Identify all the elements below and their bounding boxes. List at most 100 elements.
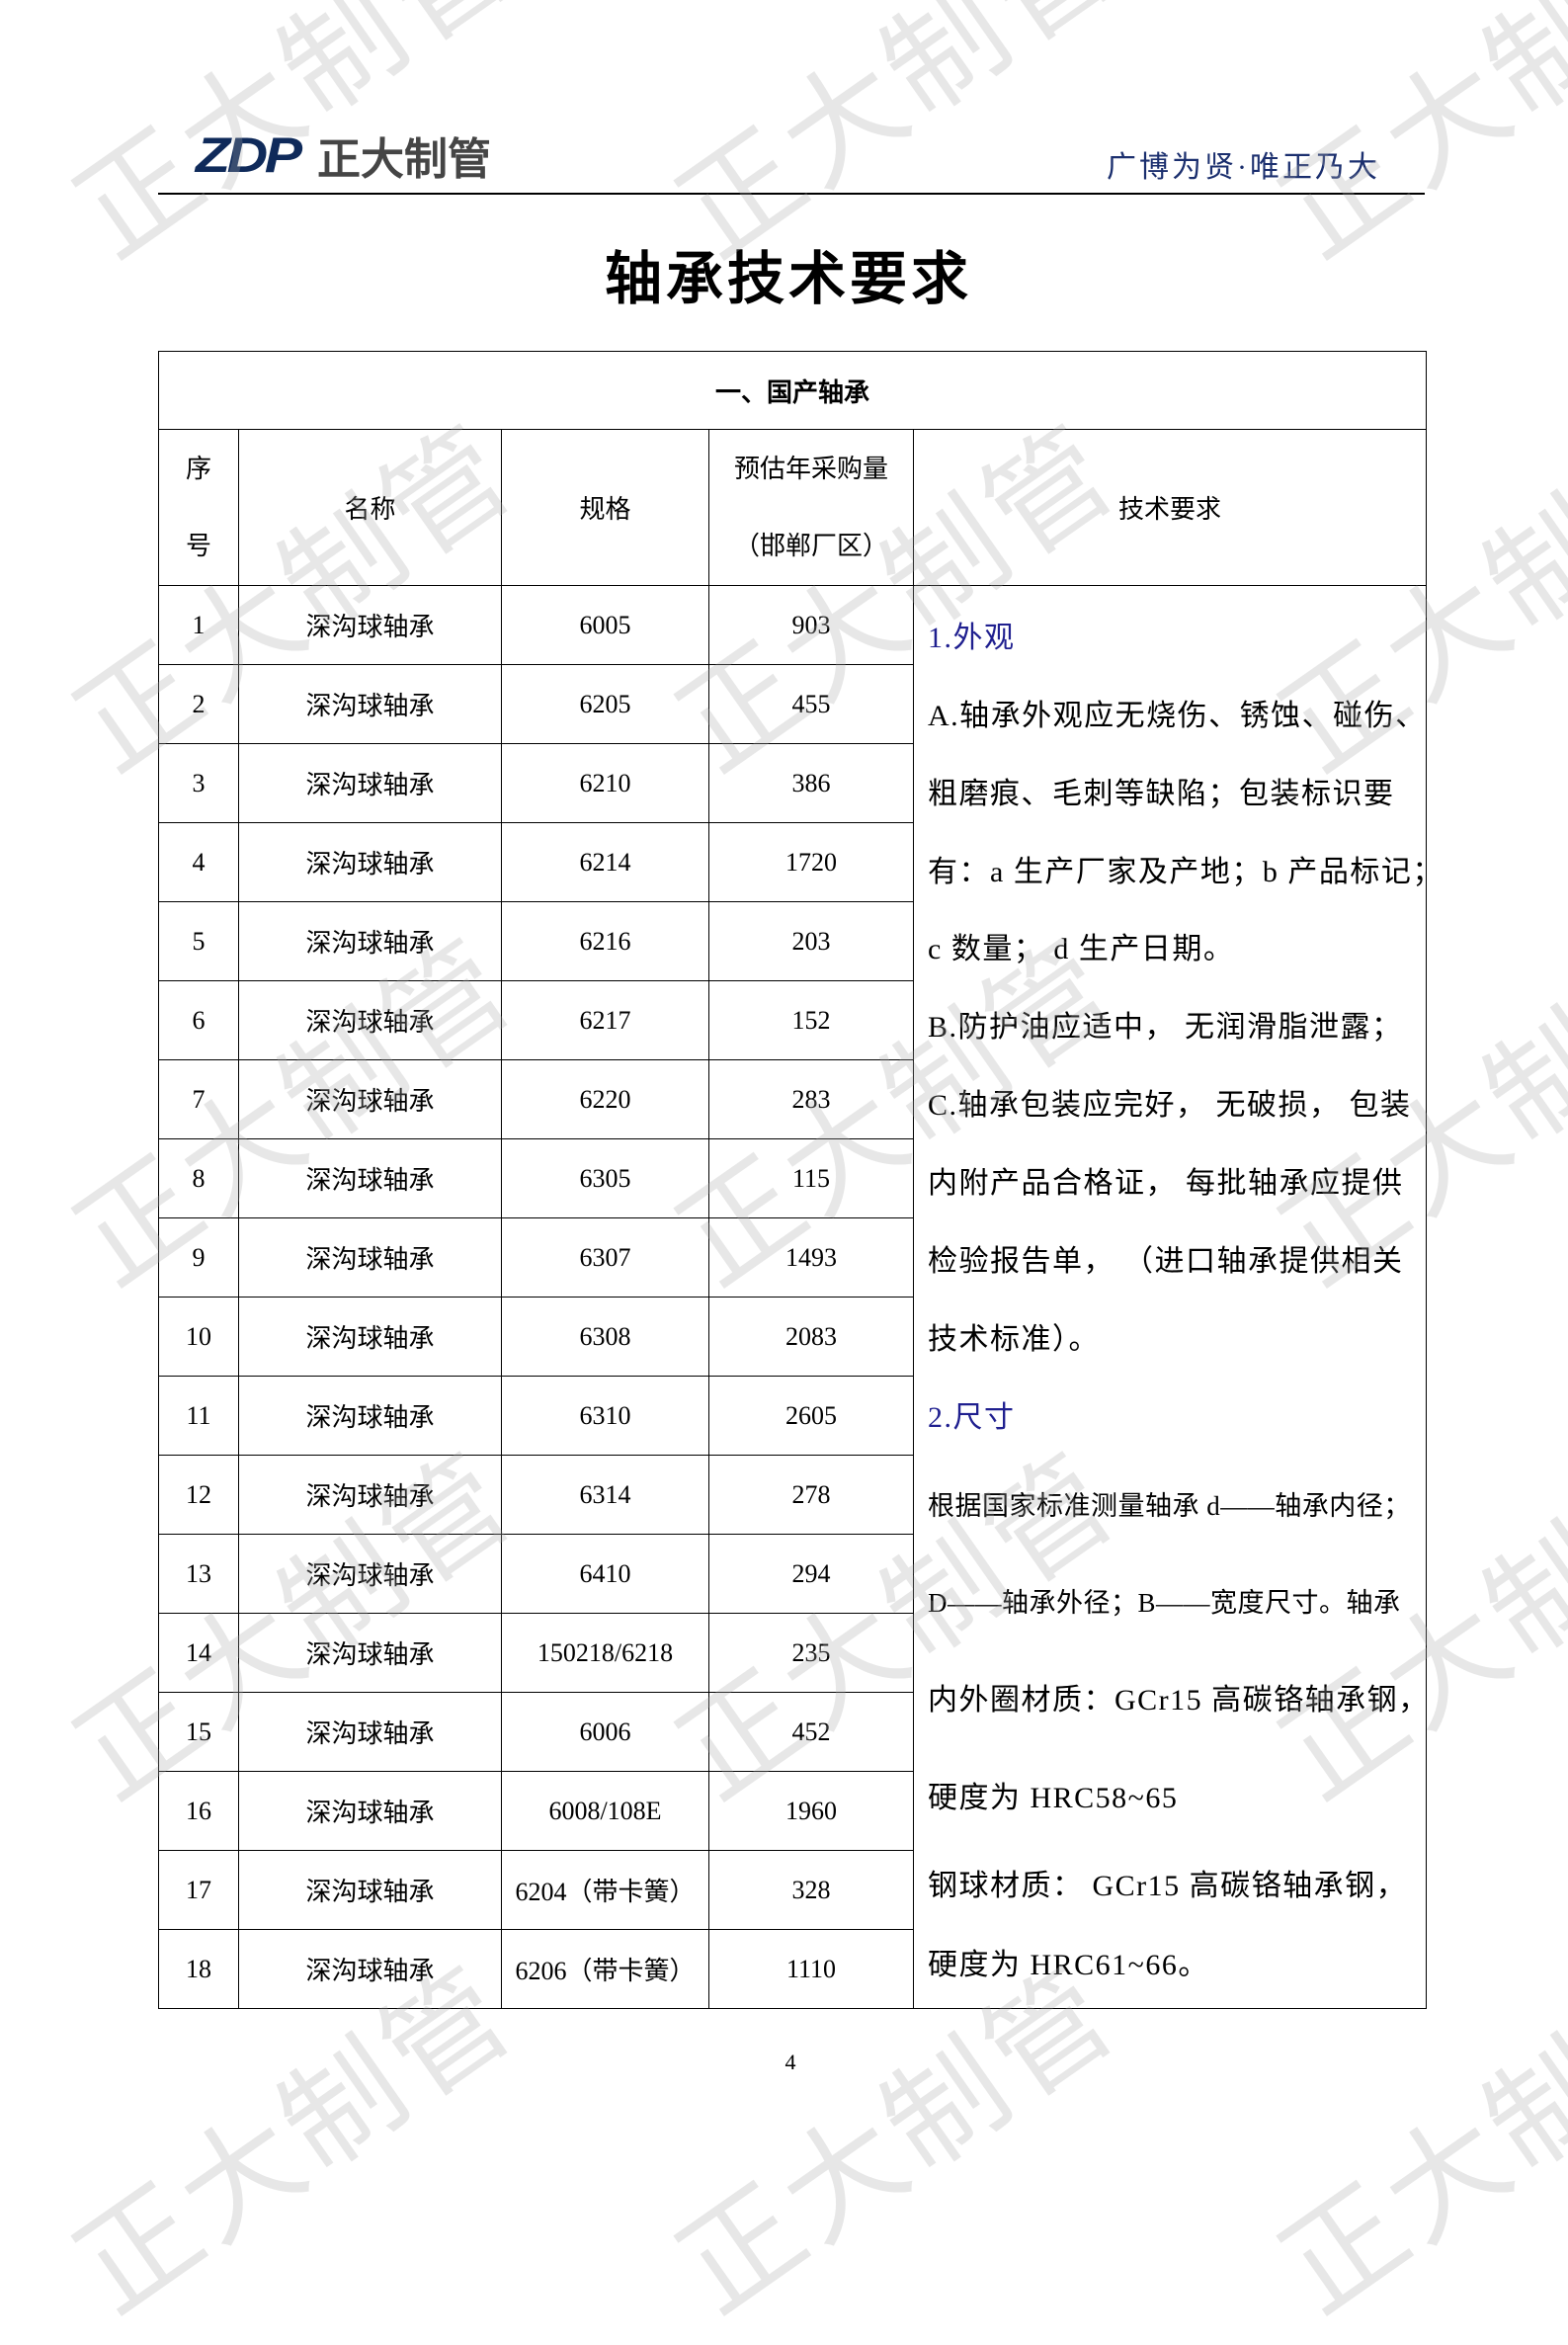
requirement-line: B.防护油应适中， 无润滑脂泄露； <box>928 1011 1403 1044</box>
table-row: 6 深沟球轴承 6217 152 <box>158 980 1427 1060</box>
cell-spec: 6006 <box>501 1692 709 1772</box>
header-divider <box>158 193 1425 195</box>
slogan: 广博为贤·唯正乃大 <box>1107 151 1380 184</box>
col-requirements: 技术要求 <box>912 429 1428 586</box>
table-row: 12 深沟球轴承 6314 278 <box>158 1455 1427 1535</box>
table-row: 10 深沟球轴承 6308 2083 <box>158 1297 1427 1377</box>
requirement-heading: 1.外观 <box>928 622 1016 654</box>
logo-mark: ZDP <box>196 127 302 183</box>
requirement-line: 粗磨痕、毛刺等缺陷；包装标识要 <box>928 778 1395 810</box>
cell-spec: 6005 <box>501 585 709 665</box>
table-row: 1 深沟球轴承 6005 903 1.外观 A.轴承外观应无烧伤、锈蚀、碰伤、 粗磨痕、毛刺… <box>158 585 1442 2009</box>
cell-qty: 455 <box>708 664 914 744</box>
cell-spec: 6008/108E <box>501 1771 709 1851</box>
table-row: 18 深沟球轴承 6206（带卡簧） 1110 <box>158 1929 1427 2009</box>
cell-no: 3 <box>158 743 239 823</box>
requirement-line: 硬度为 HRC58~65 <box>928 1782 1179 1814</box>
bearing-table: 一、国产轴承 序号 名称 规格 预估年采购量 （邯郸厂区） 技术要求 1 深沟球轴承… <box>157 351 1442 2009</box>
cell-no: 11 <box>158 1376 239 1456</box>
table-row: 3 深沟球轴承 6210 386 <box>158 743 1427 823</box>
cell-spec: 6220 <box>501 1059 709 1139</box>
cell-name: 深沟球轴承 <box>238 1929 502 2009</box>
cell-qty: 283 <box>708 1059 914 1139</box>
cell-qty: 328 <box>708 1850 914 1930</box>
page-number: 4 <box>784 2050 796 2074</box>
table-row: 9 深沟球轴承 6307 1493 <box>158 1217 1427 1298</box>
col-spec: 规格 <box>501 429 709 586</box>
table-row: 4 深沟球轴承 6214 1720 <box>158 822 1427 902</box>
cell-no: 17 <box>158 1850 239 1930</box>
cell-spec: 6305 <box>501 1138 709 1218</box>
cell-spec: 6210 <box>501 743 709 823</box>
requirements-cell: 1.外观 A.轴承外观应无烧伤、锈蚀、碰伤、 粗磨痕、毛刺等缺陷；包装标识要有：a … <box>912 585 1442 2009</box>
cell-spec: 6308 <box>501 1297 709 1377</box>
requirement-line: C.轴承包装应完好， 无破损， 包装 <box>928 1089 1412 1122</box>
col-index: 序号 <box>158 429 239 586</box>
col-qty: 预估年采购量 （邯郸厂区） <box>708 429 914 586</box>
cell-spec: 6214 <box>501 822 709 902</box>
cell-qty: 294 <box>708 1534 914 1614</box>
cell-qty: 2083 <box>708 1297 914 1377</box>
cell-no: 7 <box>158 1059 239 1139</box>
cell-name: 深沟球轴承 <box>238 1850 502 1930</box>
cell-no: 1 <box>158 585 239 665</box>
cell-no: 5 <box>158 901 239 981</box>
table-row: 5 深沟球轴承 6216 203 <box>158 901 1427 981</box>
company-logo: ZDP 正大制管 <box>196 127 491 184</box>
cell-name: 深沟球轴承 <box>238 743 502 823</box>
cell-qty: 2605 <box>708 1376 914 1456</box>
cell-spec: 150218/6218 <box>501 1613 709 1693</box>
cell-qty: 1720 <box>708 822 914 902</box>
cell-name: 深沟球轴承 <box>238 901 502 981</box>
table-row: 2 深沟球轴承 6205 455 <box>158 664 1427 744</box>
cell-name: 深沟球轴承 <box>238 1059 502 1139</box>
cell-spec: 6307 <box>501 1217 709 1298</box>
requirement-heading: 2.尺寸 <box>928 1401 1016 1434</box>
cell-no: 2 <box>158 664 239 744</box>
cell-name: 深沟球轴承 <box>238 1455 502 1535</box>
cell-name: 深沟球轴承 <box>238 1297 502 1377</box>
cell-no: 4 <box>158 822 239 902</box>
page-title: 轴承技术要求 <box>604 247 972 311</box>
cell-qty: 1110 <box>708 1929 914 2009</box>
cell-no: 9 <box>158 1217 239 1298</box>
requirement-line: 有：a 生产厂家及产地；b 产品标记； <box>928 856 1444 888</box>
cell-qty: 452 <box>708 1692 914 1772</box>
requirement-line: A.轴承外观应无烧伤、锈蚀、碰伤、 <box>928 700 1427 732</box>
cell-name: 深沟球轴承 <box>238 1376 502 1456</box>
requirement-line: D——轴承外径；B——宽度尺寸。轴承 <box>928 1588 1401 1618</box>
cell-no: 14 <box>158 1613 239 1693</box>
requirement-line: 硬度为 HRC61~66。 <box>928 1949 1209 1981</box>
col-name: 名称 <box>238 429 502 586</box>
cell-qty: 115 <box>708 1138 914 1218</box>
cell-qty: 1960 <box>708 1771 914 1851</box>
cell-no: 15 <box>158 1692 239 1772</box>
cell-name: 深沟球轴承 <box>238 585 502 665</box>
cell-no: 12 <box>158 1455 239 1535</box>
cell-name: 深沟球轴承 <box>238 1138 502 1218</box>
table-row: 17 深沟球轴承 6204（带卡簧） 328 <box>158 1850 1427 1930</box>
cell-no: 16 <box>158 1771 239 1851</box>
cell-spec: 6206（带卡簧） <box>501 1929 709 2009</box>
cell-qty: 278 <box>708 1455 914 1535</box>
table-row: 15 深沟球轴承 6006 452 <box>158 1692 1427 1772</box>
requirement-line: c 数量； d 生产日期。 <box>928 933 1235 965</box>
cell-spec: 6217 <box>501 980 709 1060</box>
section-title: 一、国产轴承 <box>157 351 1428 430</box>
cell-qty: 386 <box>708 743 914 823</box>
requirement-line: 技术标准）。 <box>928 1323 1100 1356</box>
requirement-line: 检验报告单， （进口轴承提供相关 <box>928 1245 1404 1278</box>
cell-spec: 6204（带卡簧） <box>501 1850 709 1930</box>
cell-name: 深沟球轴承 <box>238 1217 502 1298</box>
cell-qty: 903 <box>708 585 914 665</box>
cell-no: 6 <box>158 980 239 1060</box>
cell-no: 8 <box>158 1138 239 1218</box>
requirement-line: 内附产品合格证， 每批轴承应提供 <box>928 1167 1404 1200</box>
cell-qty: 203 <box>708 901 914 981</box>
cell-spec: 6216 <box>501 901 709 981</box>
cell-name: 深沟球轴承 <box>238 1613 502 1693</box>
table-row: 11 深沟球轴承 6310 2605 <box>158 1376 1427 1456</box>
table-row: 13 深沟球轴承 6410 294 <box>158 1534 1427 1614</box>
cell-spec: 6410 <box>501 1534 709 1614</box>
cell-spec: 6314 <box>501 1455 709 1535</box>
